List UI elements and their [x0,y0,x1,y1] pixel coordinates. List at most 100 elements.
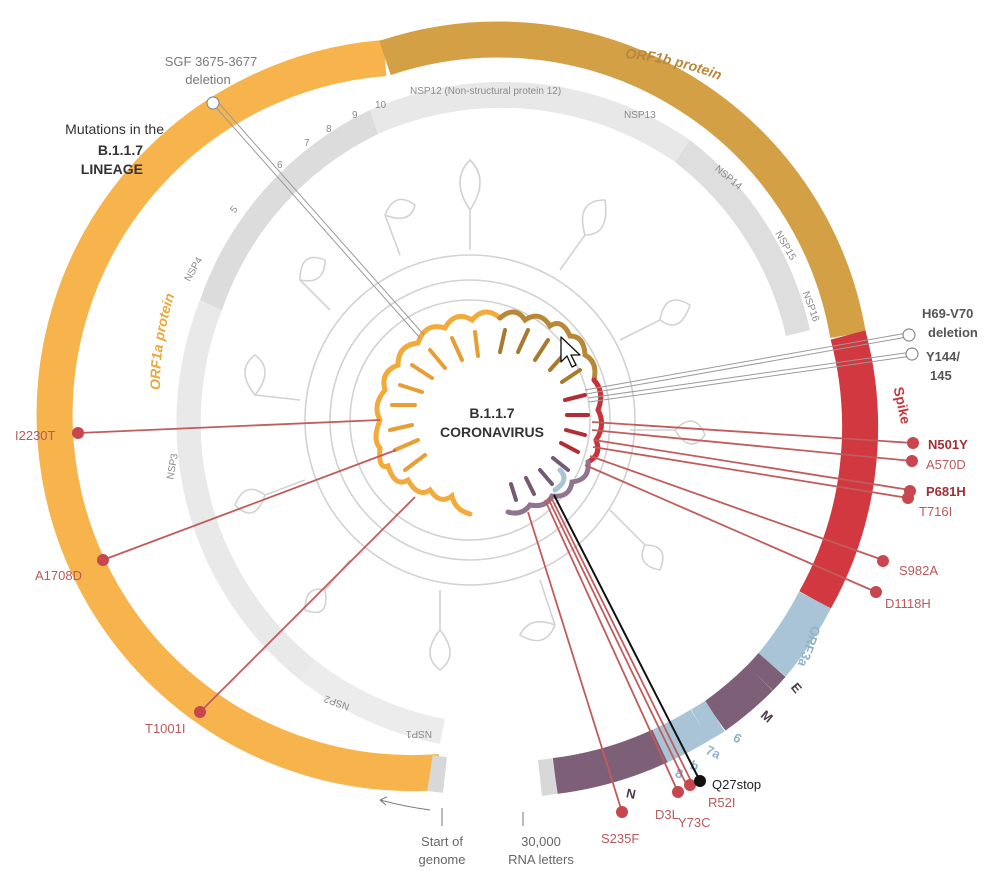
t1001i-label: T1001I [145,721,185,736]
nsp5-label: 5 [228,204,240,216]
sgf-label-line2: deletion [185,72,231,87]
title-block: Mutations in the B.1.1.7 LINEAGE [65,121,164,177]
nsp3-label: NSP3 [165,452,180,480]
y144-label-line1: Y144/ [926,349,960,364]
i2230t-leader [77,419,381,434]
q27stop-label: Q27stop [712,777,761,792]
a1708d-leader [102,449,397,561]
orf6-label: 6 [731,730,745,747]
nsp12-label: NSP12 (Non-structural protein 12) [410,86,561,97]
nsp13-label: NSP13 [624,110,656,121]
orf7-segment [652,709,710,763]
d1118h-leader [584,464,877,593]
y73c-label: Y73C [678,815,711,830]
n-segment [552,729,668,794]
end-cap [537,758,558,796]
mouse-cursor-icon [560,336,581,368]
orf1b-segment [379,21,866,339]
deletion-labels: SGF 3675-3677 deletion H69-V70 deletion … [165,54,978,383]
d1118h-marker [870,586,882,598]
nsp9-label: 9 [352,110,358,121]
y144-marker [905,347,919,361]
n501y-leader [591,421,914,444]
h69-label-line2: deletion [928,325,978,340]
t1001i-marker [194,706,206,718]
genome-ring [36,21,879,796]
mutation-labels: I2230T A1708D T1001I N501Y A570D P681H T… [15,428,968,846]
s235f-label: S235F [601,831,639,846]
y73c-leader [547,497,689,789]
mutation-leaders [77,419,914,813]
sgf-label-line1: SGF 3675-3677 [165,54,258,69]
orf6-segment [691,700,725,741]
s982a-marker [877,555,889,567]
a1708d-marker [97,554,109,566]
title-line2: B.1.1.7 [98,142,143,158]
orf3a-segment [757,591,832,677]
p681h-leader [593,439,911,491]
h69-marker [902,328,916,342]
s235f-marker [616,806,628,818]
d3l-marker [672,786,684,798]
end-label-line2: RNA letters [508,852,574,867]
start-cap [427,755,448,793]
h69-label-line1: H69-V70 [922,306,973,321]
orf1a-label: ORF1a protein [147,291,177,390]
q27stop-marker [694,775,706,787]
t716i-leader [592,446,909,499]
genome-axis [379,796,524,826]
orf8-label: 8 [673,765,685,782]
d3l-label: D3L [655,807,679,822]
title-line3: LINEAGE [81,161,143,177]
orf1a-segment [36,40,442,792]
n501y-marker [907,437,919,449]
sgf-marker [206,96,220,110]
virus-sketch [234,158,706,672]
d3l-leader [544,499,679,793]
mutation-markers [72,427,919,818]
virus-label-line2: CORONAVIRUS [440,424,544,440]
m-segment [704,665,773,731]
p681h-label: P681H [926,484,966,499]
q27stop-leader [553,494,701,782]
y144-label-line2: 145 [930,368,952,383]
y73c-marker [684,779,696,791]
nsp8-label: 8 [326,124,332,135]
nsp10-label: 10 [375,100,387,111]
s982a-leader [589,455,884,561]
spike-label: Spike [891,385,914,425]
r52i-label: R52I [708,795,735,810]
n501y-label: N501Y [928,437,968,452]
n-label: N [625,785,637,802]
i2230t-marker [72,427,84,439]
start-label-line2: genome [419,852,466,867]
a570d-marker [906,455,918,467]
i2230t-label: I2230T [15,428,56,443]
start-label-line1: Start of [421,834,463,849]
r52i-leader [550,496,693,784]
a570d-label: A570D [926,457,966,472]
deletion-leaders [212,100,913,403]
t1001i-leader [199,496,416,713]
t716i-label: T716I [919,504,952,519]
nsp4-label: NSP4 [183,255,206,284]
deletion-markers [206,96,919,361]
e-label: E [788,680,805,697]
axis-labels: Start of genome 30,000 RNA letters [419,834,575,867]
nsp6-label: 6 [277,160,283,171]
t716i-marker [902,492,914,504]
virus-label: B.1.1.7 CORONAVIRUS [440,405,544,440]
title-line1: Mutations in the [65,121,164,137]
a570d-leader [591,429,913,462]
s982a-label: S982A [899,563,938,578]
spike-segment [799,330,879,609]
inner-coil-ribs [388,328,590,502]
nsp-band [176,81,810,744]
virus-label-line1: B.1.1.7 [469,405,514,421]
end-label-line1: 30,000 [521,834,561,849]
nsp1-label: NSP1 [405,728,432,739]
orf7a-label: 7a [704,742,724,762]
s235f-leader [527,511,623,813]
nsp7-label: 7 [304,138,310,149]
